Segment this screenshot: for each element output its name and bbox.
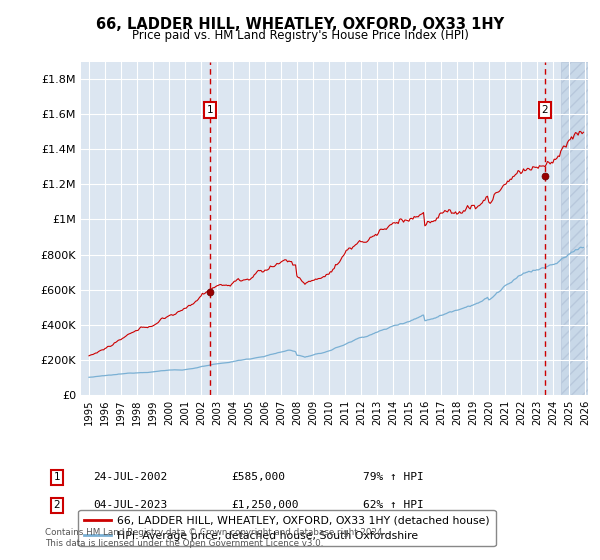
Text: 2: 2 [53,500,61,510]
Text: 79% ↑ HPI: 79% ↑ HPI [363,472,424,482]
Text: £585,000: £585,000 [231,472,285,482]
Text: 1: 1 [206,105,213,115]
Text: 2: 2 [542,105,548,115]
Text: 04-JUL-2023: 04-JUL-2023 [93,500,167,510]
Bar [561,62,600,395]
Text: Contains HM Land Registry data © Crown copyright and database right 2024.
This d: Contains HM Land Registry data © Crown c… [45,528,385,548]
Text: £1,250,000: £1,250,000 [231,500,299,510]
Text: 66, LADDER HILL, WHEATLEY, OXFORD, OX33 1HY: 66, LADDER HILL, WHEATLEY, OXFORD, OX33 … [96,17,504,32]
Text: 1: 1 [53,472,61,482]
Text: 62% ↑ HPI: 62% ↑ HPI [363,500,424,510]
Text: 24-JUL-2002: 24-JUL-2002 [93,472,167,482]
Text: Price paid vs. HM Land Registry's House Price Index (HPI): Price paid vs. HM Land Registry's House … [131,29,469,42]
Legend: 66, LADDER HILL, WHEATLEY, OXFORD, OX33 1HY (detached house), HPI: Average price: 66, LADDER HILL, WHEATLEY, OXFORD, OX33 … [79,510,496,547]
